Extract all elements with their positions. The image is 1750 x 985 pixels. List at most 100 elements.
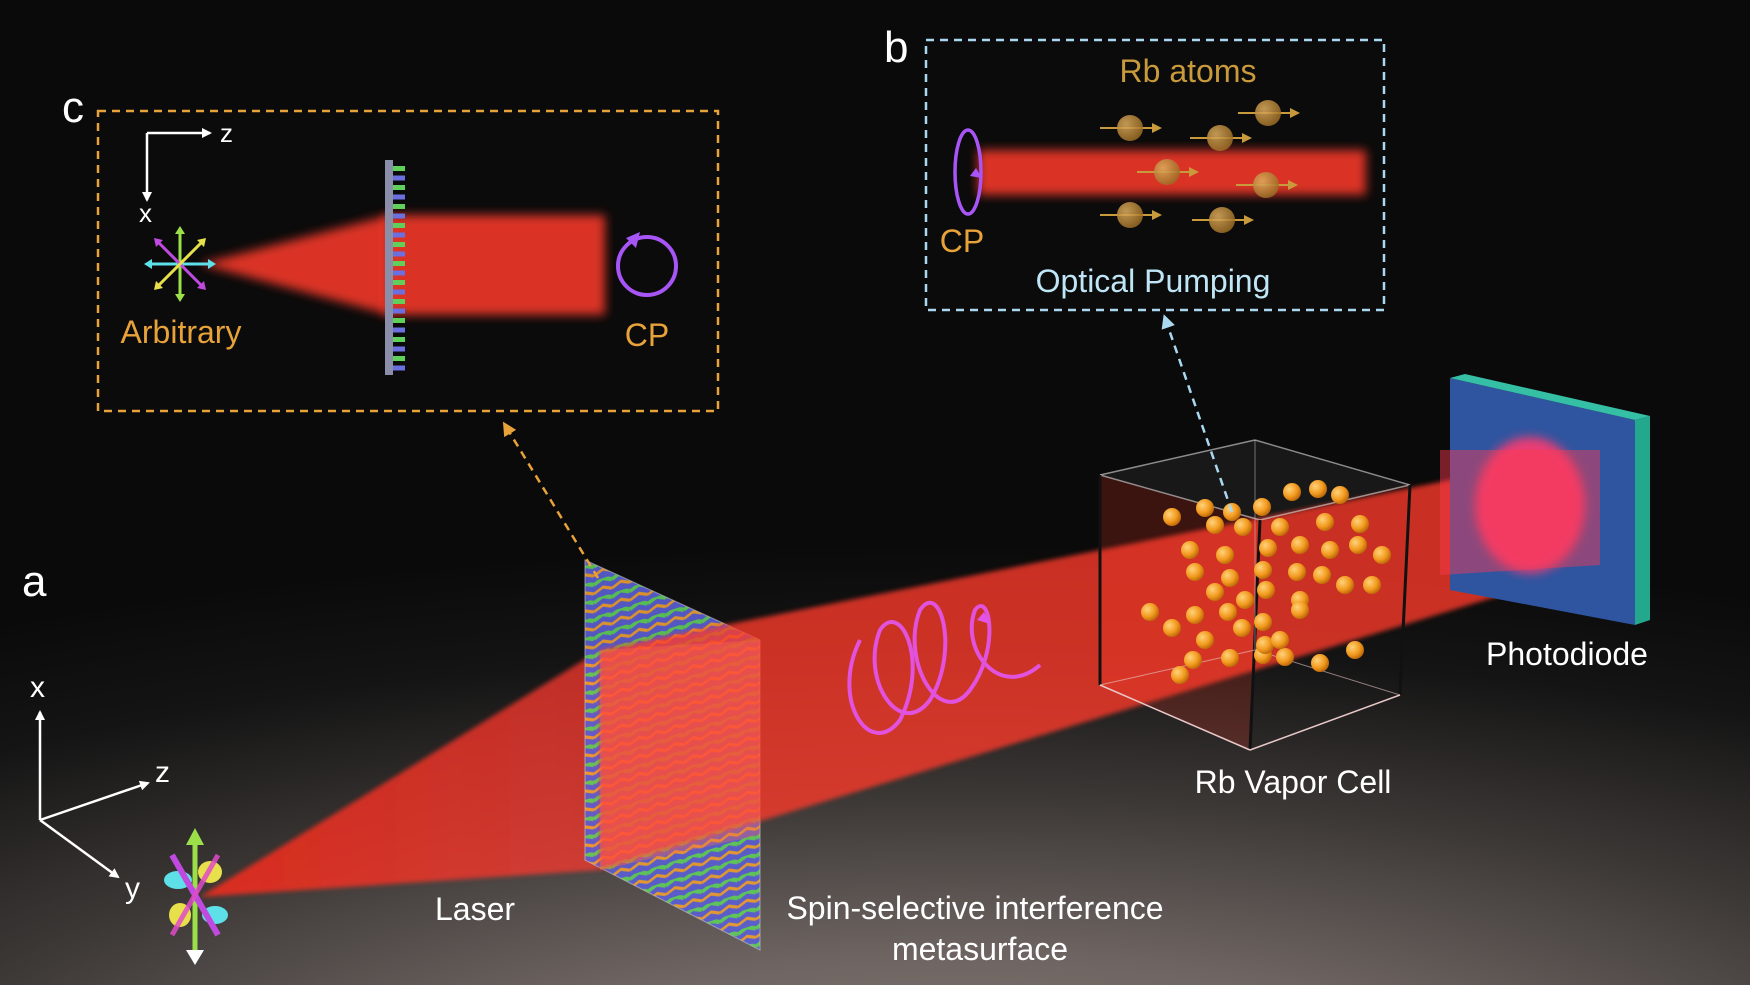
inset-b-caption: Optical Pumping: [1036, 263, 1271, 299]
rb-atom: [1216, 546, 1234, 564]
photodiode-label: Photodiode: [1486, 636, 1648, 672]
metasurface-stripe: [393, 308, 405, 314]
photodiode: [1440, 374, 1650, 625]
metasurface-stripe: [393, 280, 405, 285]
inset-c-axis-x-label: x: [139, 198, 152, 228]
metasurface-stripe: [393, 232, 405, 238]
rb-atoms-main: [1141, 480, 1391, 684]
metasurface-stripe: [393, 175, 405, 181]
rb-atom: [1255, 100, 1281, 126]
vapor-cell: [1098, 439, 1412, 751]
metasurface-label-line1: Spin-selective interference: [786, 890, 1163, 926]
metasurface-stripe: [393, 356, 405, 361]
metasurface-stripe: [393, 365, 405, 371]
main-axis-z-label: z: [155, 756, 170, 789]
rb-atom: [1254, 561, 1272, 579]
rb-atom: [1154, 159, 1180, 185]
metasurface-stripe: [393, 261, 405, 266]
rb-atom: [1207, 125, 1233, 151]
rb-atom: [1184, 651, 1202, 669]
rb-atom: [1233, 619, 1251, 637]
rb-atom: [1363, 576, 1381, 594]
rb-atom: [1313, 566, 1331, 584]
cp-helix-arrowhead: [977, 612, 990, 624]
rb-atom: [1253, 498, 1271, 516]
rb-atom: [1141, 603, 1159, 621]
rb-atom: [1234, 518, 1252, 536]
rb-atom: [1253, 172, 1279, 198]
metasurface-stripe: [393, 185, 405, 190]
rb-atom: [1186, 606, 1204, 624]
rb-atom: [1321, 541, 1339, 559]
rb-atom: [1311, 654, 1329, 672]
metasurface-stripe: [393, 337, 405, 342]
metasurface-stripe: [393, 251, 405, 257]
rb-atom: [1254, 613, 1272, 631]
metasurface-stripe: [393, 289, 405, 295]
rb-atom: [1209, 207, 1235, 233]
rb-atom: [1163, 508, 1181, 526]
rb-atom: [1196, 499, 1214, 517]
metasurface-stripe: [393, 270, 405, 276]
rb-atom: [1276, 648, 1294, 666]
rb-atom: [1117, 115, 1143, 141]
main-axes: [35, 710, 150, 879]
inset-b-cp-ellipse: [953, 128, 983, 216]
metasurface-stripe: [393, 194, 405, 200]
rb-atom: [1163, 619, 1181, 637]
metasurface-label-line2: metasurface: [892, 931, 1068, 967]
rb-atom: [1291, 601, 1309, 619]
main-axis-y-label: y: [125, 872, 140, 905]
metasurface-stripe: [393, 346, 405, 352]
rb-atom: [1271, 631, 1289, 649]
inset-c-axes: [142, 128, 212, 202]
rb-atom: [1259, 539, 1277, 557]
laser-cone: [200, 650, 600, 897]
inset-c-cp-arrow: [626, 232, 640, 248]
rb-atom: [1256, 636, 1274, 654]
rb-atom: [1291, 536, 1309, 554]
vapor-cell-label: Rb Vapor Cell: [1195, 764, 1392, 800]
cp-helix: [847, 600, 1042, 735]
rb-atom: [1271, 518, 1289, 536]
metasurface-stripe: [393, 327, 405, 333]
rb-atom: [1283, 483, 1301, 501]
panel-label-c: c: [62, 83, 84, 132]
inset-c-axis-z-label: z: [220, 118, 233, 148]
rb-atom: [1346, 641, 1364, 659]
rb-atom: [1221, 649, 1239, 667]
metasurface-stripe: [393, 213, 405, 219]
inset-c-input-label: Arbitrary: [121, 314, 242, 350]
inset-c-beam: [385, 215, 605, 315]
metasurface-stripe: [393, 318, 405, 323]
rb-atom: [1236, 591, 1254, 609]
rb-atom: [1219, 603, 1237, 621]
metasurface-stripe: [393, 204, 405, 209]
rb-atom: [1316, 513, 1334, 531]
rb-atom: [1336, 576, 1354, 594]
rb-atom: [1171, 666, 1189, 684]
rb-atom: [1373, 546, 1391, 564]
metasurface-stripe: [393, 242, 405, 247]
arbitrary-polarization-icon: [144, 226, 216, 302]
laser-label: Laser: [435, 891, 515, 927]
rb-atom: [1349, 536, 1367, 554]
rb-atom: [1181, 541, 1199, 559]
metasurface-beam-overlap: [600, 640, 760, 870]
panel-label-a: a: [22, 557, 47, 606]
inset-c-cone: [200, 215, 390, 315]
inset-b-title: Rb atoms: [1120, 53, 1257, 89]
rb-atom: [1117, 202, 1143, 228]
rb-atom: [1206, 516, 1224, 534]
metasurface-stripe: [393, 223, 405, 228]
rb-atom: [1331, 486, 1349, 504]
rb-atom: [1351, 515, 1369, 533]
metasurface-outline: [584, 559, 761, 951]
connector-to-inset-c: [502, 421, 600, 579]
rb-atom: [1309, 480, 1327, 498]
inset-c-cp-circle: [616, 235, 678, 297]
rb-atom: [1196, 631, 1214, 649]
rb-atom: [1186, 563, 1204, 581]
inset-c-metasurface: [385, 160, 393, 375]
